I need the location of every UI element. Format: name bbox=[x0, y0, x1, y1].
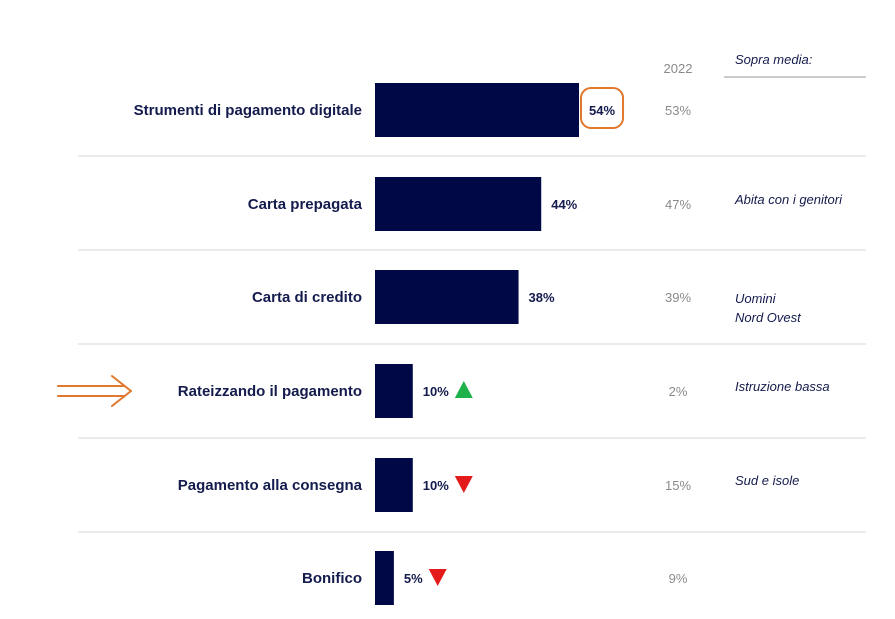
chart-row: Carta prepagata 44% 47% Abita con i genitor… bbox=[248, 177, 843, 231]
arrow-annotation bbox=[57, 375, 132, 407]
comparison-value: 47% bbox=[665, 197, 691, 212]
row-dividers bbox=[78, 155, 866, 533]
note-label: Uomini bbox=[735, 291, 777, 306]
category-label: Pagamento alla consegna bbox=[178, 477, 363, 494]
bar bbox=[375, 551, 394, 605]
category-label: Strumenti di pagamento digitale bbox=[134, 102, 362, 119]
value-label: 44% bbox=[551, 197, 577, 212]
category-label: Carta prepagata bbox=[248, 196, 363, 213]
chart-row: Pagamento alla consegna 10% 15% Sud e isole bbox=[178, 458, 799, 512]
comparison-value: 39% bbox=[665, 290, 691, 305]
category-label: Bonifico bbox=[302, 570, 362, 587]
comparison-value: 9% bbox=[669, 571, 688, 586]
category-label: Carta di credito bbox=[252, 289, 362, 306]
comparison-value: 2% bbox=[669, 384, 688, 399]
highlight-circle bbox=[580, 87, 625, 129]
chart-rows: Strumenti di pagamento digitale 54% 53% Car… bbox=[134, 83, 843, 605]
value-label: 10% bbox=[423, 384, 449, 399]
chart-row: Strumenti di pagamento digitale 54% 53% bbox=[134, 83, 691, 137]
bar bbox=[375, 270, 519, 324]
note-label: Istruzione bassa bbox=[735, 379, 830, 394]
chart-row: Rateizzando il pagamento 10% 2% Istruzione … bbox=[178, 364, 830, 418]
note-label: Abita con i genitori bbox=[734, 192, 843, 207]
trend-down-icon bbox=[428, 569, 447, 586]
value-label: 54% bbox=[589, 103, 615, 118]
bar bbox=[375, 177, 542, 231]
trend-down-icon bbox=[454, 476, 473, 493]
bar bbox=[375, 458, 413, 512]
notes-column-header: Sopra media: bbox=[735, 52, 813, 67]
chart-row: Carta di credito 38% 39% Uomini Nord Ovest bbox=[252, 270, 802, 325]
bar bbox=[375, 83, 579, 137]
comparison-column-header: 2022 bbox=[664, 61, 693, 76]
note-label: Sud e isole bbox=[735, 473, 799, 488]
category-label: Rateizzando il pagamento bbox=[178, 383, 362, 400]
value-label: 5% bbox=[404, 571, 423, 586]
arrow-head-icon bbox=[111, 375, 132, 407]
comparison-value: 53% bbox=[665, 103, 691, 118]
value-label: 38% bbox=[529, 290, 555, 305]
trend-up-icon bbox=[454, 381, 473, 398]
note-label: Nord Ovest bbox=[735, 310, 802, 325]
value-label: 10% bbox=[423, 478, 449, 493]
bar bbox=[375, 364, 413, 418]
comparison-value: 15% bbox=[665, 478, 691, 493]
chart-row: Bonifico 5% 9% bbox=[302, 551, 688, 605]
